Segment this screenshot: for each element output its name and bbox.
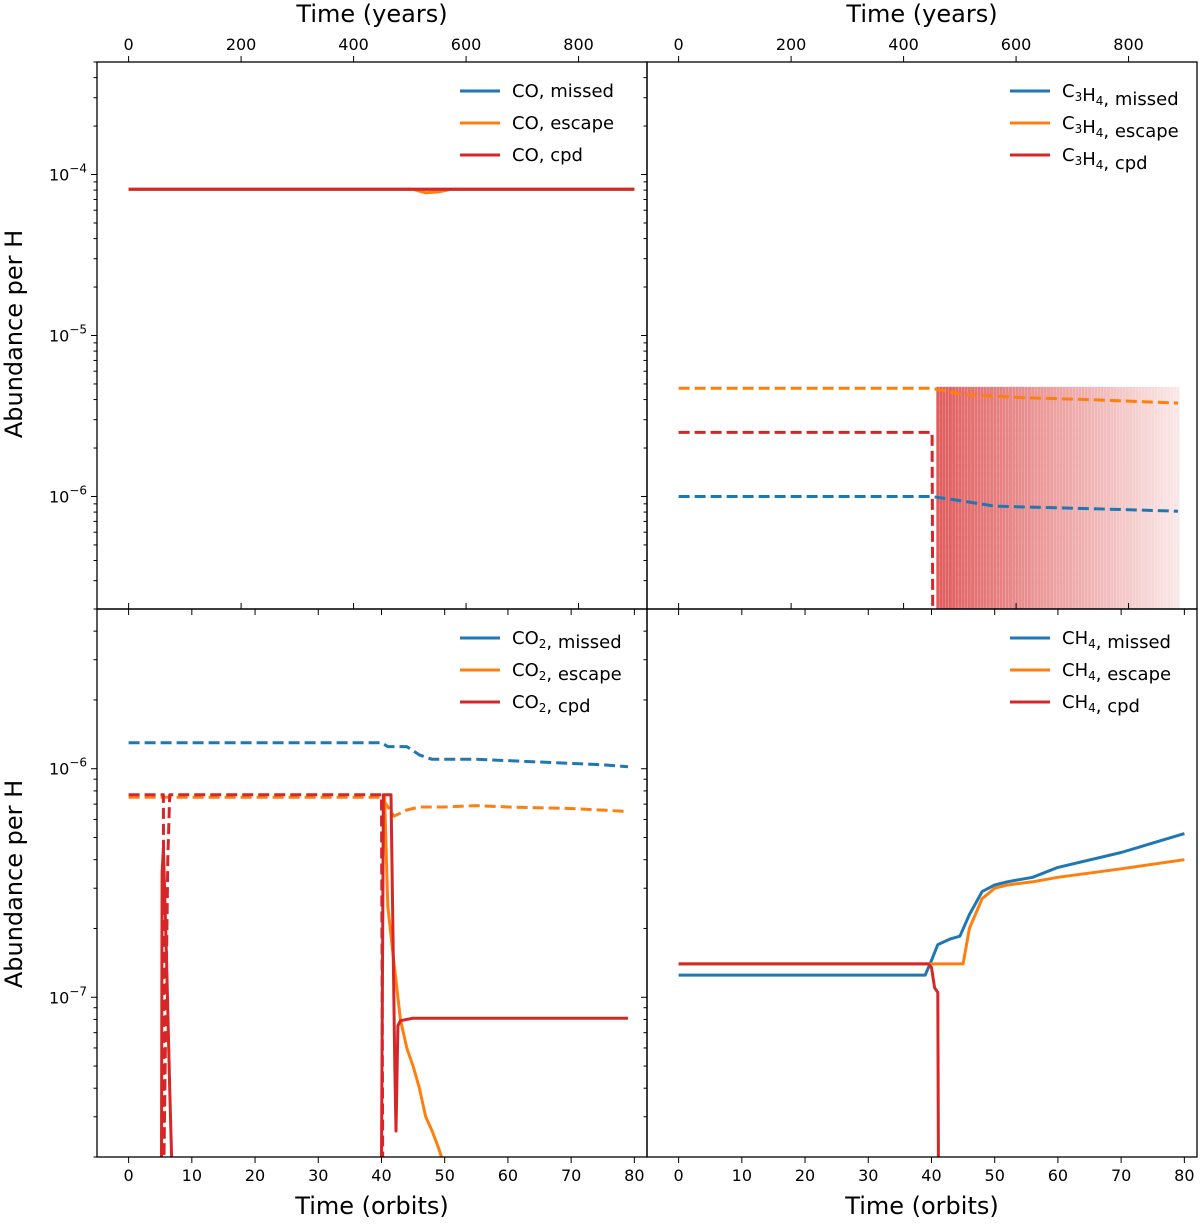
series-group	[128, 741, 629, 1157]
series-line-ch4-escape	[678, 858, 1185, 966]
x-tick-label-top: 200	[776, 35, 807, 54]
x-tick-label-top: 800	[563, 35, 594, 54]
legend-label: C3H4, missed	[1062, 81, 1179, 110]
x-tick-label-bottom: 70	[1111, 1166, 1131, 1185]
legend: CH4, missed CH4, escape CH4, cpd	[1010, 628, 1171, 717]
series-line-co2-cpd	[128, 793, 385, 1157]
legend-label: CH4, cpd	[1062, 692, 1140, 717]
bottom-right-xlabel: Time (orbits)	[844, 1192, 998, 1220]
x-tick-label-bottom: 40	[921, 1166, 941, 1185]
legend-label: C3H4, escape	[1062, 113, 1179, 142]
series-line-ch4-missed	[678, 832, 1185, 977]
legend: CO2, missed CO2, escape CO2, cpd	[460, 628, 622, 717]
x-tick-label-bottom: 50	[435, 1166, 455, 1185]
y-tick-label: 10−6	[49, 756, 87, 779]
x-tick-label-bottom: 40	[371, 1166, 391, 1185]
x-tick-label-top: 0	[124, 35, 134, 54]
legend-label: CO, cpd	[512, 145, 583, 166]
bottom-ylabel: Abundance per H	[0, 780, 28, 988]
legend-label: CO, missed	[512, 81, 614, 102]
y-tick-label: 10−7	[49, 984, 87, 1007]
x-tick-label-bottom: 30	[308, 1166, 328, 1185]
x-tick-label-bottom: 0	[674, 1166, 684, 1185]
series-line-ch4-cpd	[678, 962, 940, 1157]
y-tick-label: 10−6	[49, 483, 87, 506]
legend-label: CO2, escape	[512, 660, 622, 685]
panel-frame	[646, 608, 1198, 1158]
x-tick-label-bottom: 30	[858, 1166, 878, 1185]
series-group	[128, 187, 635, 195]
x-tick-label-bottom: 0	[124, 1166, 134, 1185]
top-right-xlabel-top: Time (years)	[845, 0, 997, 28]
x-tick-label-bottom: 80	[1174, 1166, 1194, 1185]
legend-label: C3H4, cpd	[1062, 145, 1148, 174]
y-tick-label: 10−4	[49, 162, 87, 185]
x-tick-label-bottom: 70	[561, 1166, 581, 1185]
top-ylabel: Abundance per H	[0, 230, 28, 438]
x-tick-label-top: 400	[338, 35, 369, 54]
legend: C3H4, missed C3H4, escape C3H4, cpd	[1010, 81, 1179, 174]
legend-label: CO2, cpd	[512, 692, 591, 717]
legend: CO, missed CO, escape CO, cpd	[460, 81, 614, 166]
legend-label: CO, escape	[512, 113, 614, 134]
series-line-c3h4-escape	[678, 386, 1179, 405]
legend-label: CH4, missed	[1062, 628, 1171, 653]
x-tick-label-bottom: 80	[624, 1166, 644, 1185]
x-tick-label-bottom: 60	[498, 1166, 518, 1185]
x-tick-label-top: 800	[1113, 35, 1144, 54]
top-left-xlabel-top: Time (years)	[295, 0, 447, 28]
x-tick-label-bottom: 60	[1048, 1166, 1068, 1185]
series-line-co2-missed	[128, 741, 629, 769]
x-tick-label-top: 200	[226, 35, 257, 54]
x-tick-label-top: 600	[451, 35, 482, 54]
x-tick-label-top: 600	[1001, 35, 1032, 54]
panel-top-left: 0 200 400 600 800 10−4 10−5 10−6 CO, missed CO, e…	[49, 35, 648, 615]
x-tick-label-bottom: 50	[985, 1166, 1005, 1185]
x-tick-label-top: 400	[888, 35, 919, 54]
series-line-co2-cpd	[380, 793, 628, 1157]
x-tick-label-bottom: 10	[182, 1166, 202, 1185]
legend-label: CH4, escape	[1062, 660, 1171, 685]
x-tick-label-top: 0	[674, 35, 684, 54]
series-line-c3h4-cpd	[678, 430, 935, 609]
x-tick-label-bottom: 20	[795, 1166, 815, 1185]
y-tick-label: 10−5	[49, 323, 87, 346]
x-tick-label-bottom: 20	[245, 1166, 265, 1185]
series-line-co2-cpd	[160, 846, 174, 1157]
series-group	[678, 386, 1179, 609]
series-group	[678, 832, 1185, 1157]
bottom-left-xlabel: Time (orbits)	[294, 1192, 448, 1220]
c3h4-oscillation-band	[936, 386, 1181, 609]
series-line-co2-escape	[128, 795, 629, 818]
panel-frame	[96, 608, 648, 1158]
legend-label: CO2, missed	[512, 628, 622, 653]
x-tick-label-bottom: 10	[732, 1166, 752, 1185]
